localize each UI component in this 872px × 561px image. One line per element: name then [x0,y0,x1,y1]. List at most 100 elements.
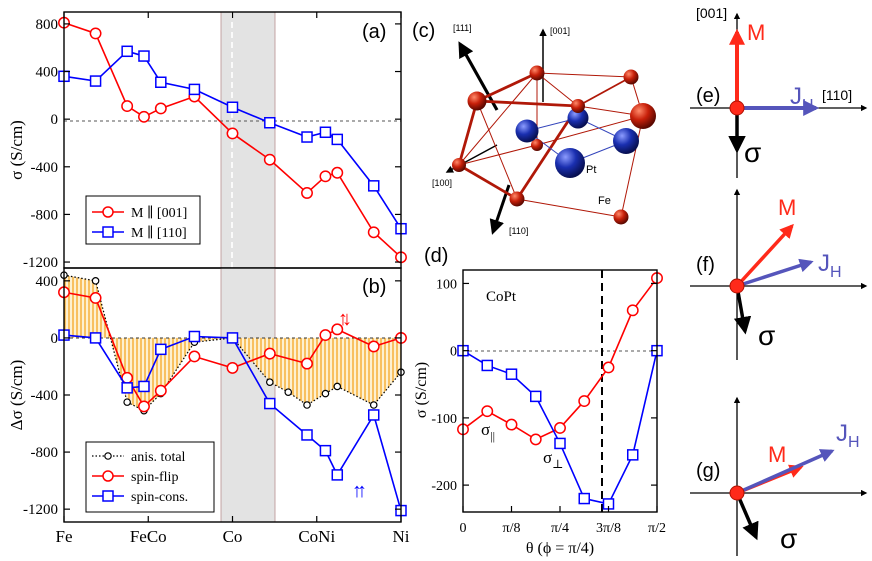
panel-b-series [58,271,407,517]
panel-a: -1200 -800 -400 0 400 800 (a) σ (S/cm) M ∥ [0… [7,11,407,271]
data-point-square [578,492,590,505]
sigma-perp-label: σ⊥ [543,448,563,471]
fe-atom [529,65,545,81]
panel-d-xlabel: θ (ϕ = π/4) [526,540,594,557]
y-tick-label: 400 [36,274,59,290]
panel-b: -1200 -800 -400 0 400 Fe FeCo Co CoNi Ni (b) Δσ … [7,267,410,546]
x-tick-label: Ni [393,527,410,546]
y-tick-label: -1200 [23,502,58,518]
panel-e-label: (e) [696,85,720,107]
sigma-parallel-label: σ|| [481,420,495,443]
data-point-square [155,343,167,356]
data-point-circle [121,100,134,113]
data-point-small-circle [369,401,378,409]
data-point-small-circle [91,277,100,285]
x-tick-label: π/8 [503,521,521,536]
data-point-circle [367,226,380,239]
atoms [452,65,656,225]
panel-b-legend-item: spin-cons. [131,490,188,505]
panel-d: (d) -200 -100 0 100 0 π/8 π/4 3π/8 π/2 CoPt σ (… [413,245,666,557]
data-point-circle [301,357,313,370]
legend-marker-circle [102,206,114,218]
y-tick-label: -200 [431,479,457,494]
data-point-square [89,75,102,87]
data-point-circle [263,347,276,360]
y-tick-label: -1200 [23,255,58,271]
fe-atom [452,158,466,172]
data-point-circle [138,400,150,413]
panel-b-ylabel: Δσ (S/cm) [7,360,26,431]
x-tick-label: π/2 [648,521,666,536]
data-point-circle [263,153,276,166]
fe-atom [467,91,487,111]
direction-label-100: [100] [432,178,452,188]
panel-e-diagram: (e) [001] [110] M JH σ [690,5,868,178]
y-tick-label: 100 [436,277,457,292]
y-tick-label: 0 [51,331,59,347]
panel-a-y-axis: -1200 -800 -400 0 400 800 [23,12,402,271]
data-point-square [121,382,133,394]
data-point-circle [89,27,102,40]
data-point-square [481,359,493,372]
data-point-small-circle [333,382,342,391]
m-label: M [768,442,786,467]
data-point-square [319,126,332,139]
data-point-circle [529,433,542,446]
spin-flip-arrows: ↑↓ [338,308,350,330]
panel-b-legend: anis. total spin-flip spin-cons. [85,441,215,513]
pt-atom [567,107,589,129]
atom-label-pt: Pt [586,164,596,176]
data-point-circle [319,329,332,342]
data-point-square [367,180,380,192]
y-tick-label: -400 [31,388,59,404]
legend-marker-small-circle [104,452,112,460]
origin-dot [729,485,745,501]
sigma-arrow [733,285,752,335]
origin-dot [729,278,745,294]
current-jh-arrow [736,449,835,495]
data-point-circle [154,384,167,397]
direction-label-001: [001] [550,26,570,36]
x-tick-label: π/4 [551,521,569,536]
fe-atom [613,209,629,225]
legend-marker-square [102,226,114,238]
y-tick-label: -800 [31,207,59,223]
x-tick-label: Co [223,527,243,546]
sigma-label: σ [780,523,797,554]
jh-label: JH [818,250,842,281]
data-point-square [226,332,239,344]
panel-d-x-axis: 0 π/8 π/4 3π/8 π/2 [460,506,666,536]
panel-a-shaded-region [220,11,276,269]
y-tick-label: -100 [431,412,457,427]
m-label: M [778,195,796,220]
spin-cons-arrows: ↑↑ [352,480,365,502]
fe-atom [630,103,656,129]
data-point-small-circle [303,401,311,409]
data-point-small-circle [266,378,274,386]
sigma-arrow [735,492,759,541]
data-point-circle [188,350,201,363]
x-tick-label: CoNi [298,527,335,546]
data-point-square [188,330,201,343]
data-point-square [138,50,150,62]
panel-b-label: (b) [362,276,386,298]
panel-g-label: (g) [696,460,720,482]
panel-c-crystal: (c) [111] [001] [100] [110] Pt Fe [412,20,656,236]
pt-atom [515,119,539,143]
unit-cell-edges [457,71,644,218]
data-point-small-circle [123,398,131,406]
data-point-square [554,437,566,450]
y-tick-label: 800 [36,17,59,33]
fe-atom [509,191,525,207]
pt-atom [555,148,585,178]
y-tick-label: -400 [31,160,59,176]
y-tick-label: -800 [31,445,59,461]
y-tick-label: 400 [36,65,59,81]
data-point-circle [89,292,102,304]
data-point-square [188,83,201,96]
panel-a-legend-item: M ∥ [110] [131,225,187,241]
panel-b-y-axis: -1200 -800 -400 0 400 [23,274,401,518]
legend-marker-circle [102,470,114,482]
data-point-square [89,332,102,344]
data-point-square [319,444,332,457]
